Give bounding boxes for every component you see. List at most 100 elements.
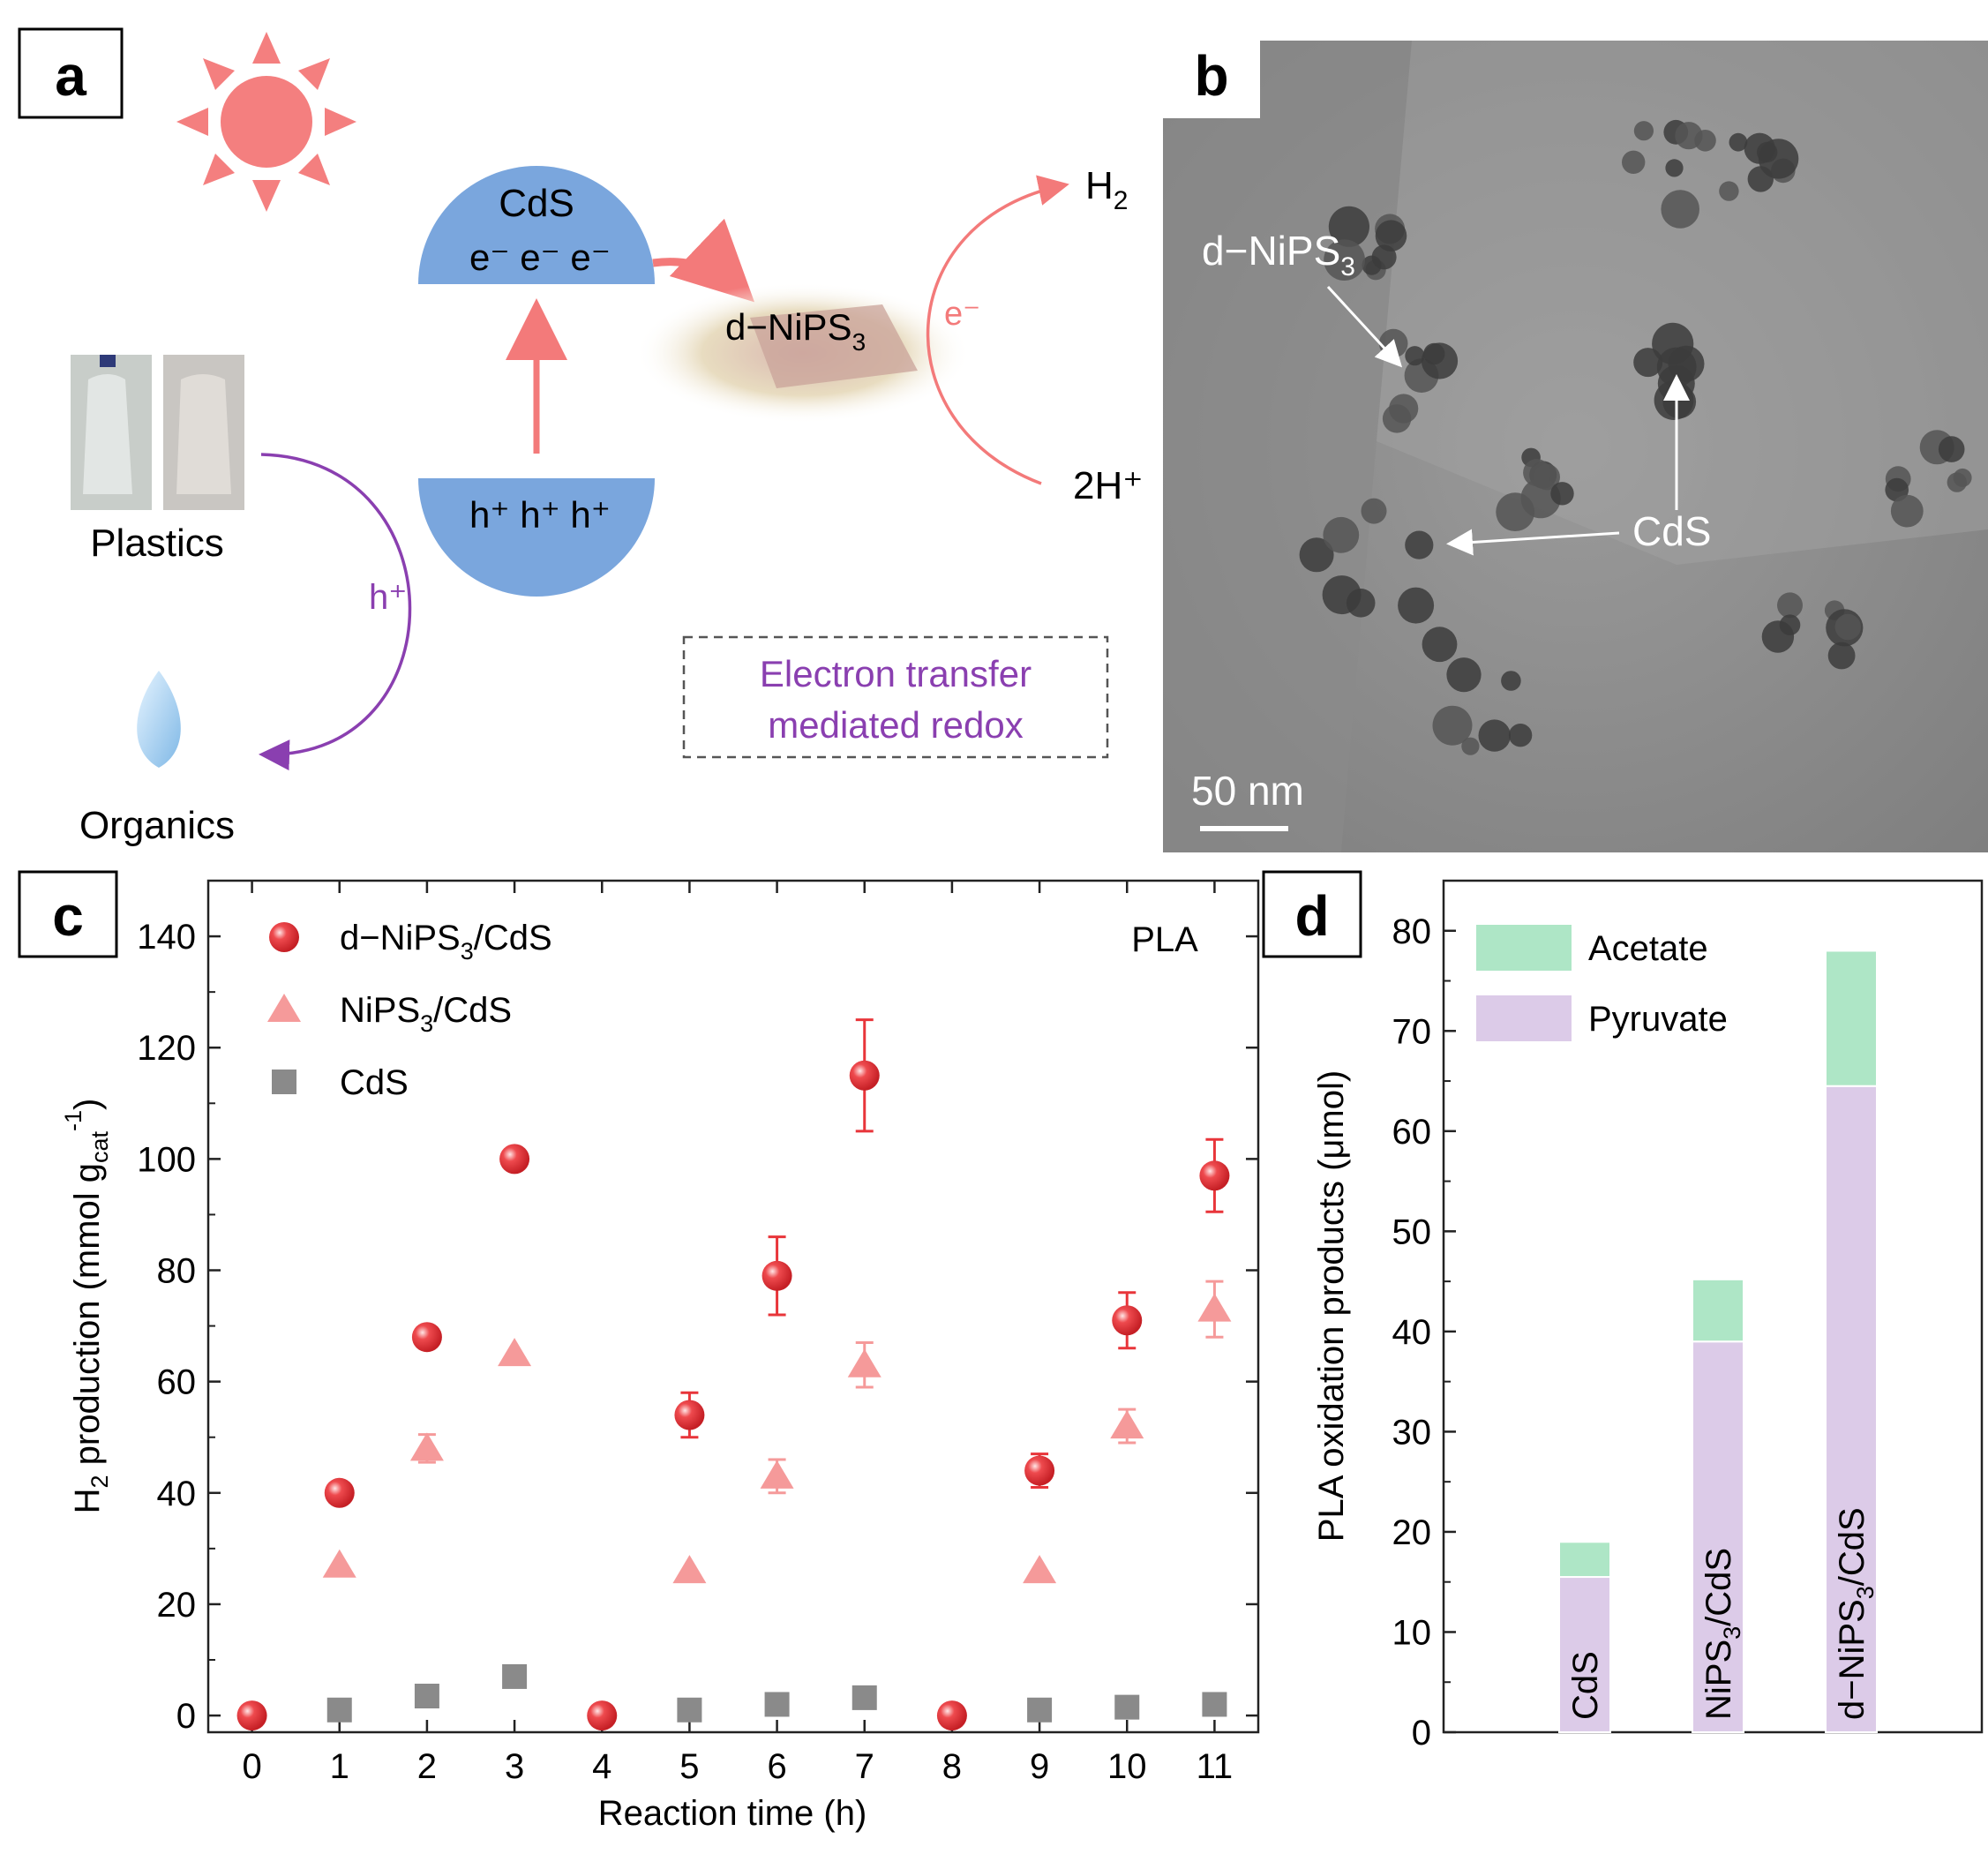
electron-transfer-arrow (652, 218, 755, 303)
organics-label: Organics (79, 804, 235, 847)
bar-category-label: d−NiPS3/CdS (1833, 1507, 1879, 1720)
bar-category-label: CdS (1566, 1651, 1605, 1720)
data-point-triangle (267, 994, 301, 1022)
conduction-band-shape (418, 166, 655, 284)
h2-evolution-arc (926, 175, 1069, 485)
data-point-square (502, 1663, 528, 1689)
cds-particle (1534, 463, 1560, 491)
y-tick-label: 80 (1392, 912, 1432, 951)
cds-particle (1729, 132, 1748, 152)
data-point-circle (269, 922, 299, 952)
redox-box (682, 635, 1109, 759)
x-tick-label: 5 (679, 1747, 699, 1786)
bar-segment-pyruvate (1825, 1085, 1878, 1734)
panel-c-letter-box (18, 870, 118, 958)
panel-c-x-axis-label: Reaction time (h) (598, 1794, 867, 1833)
cds-particle (1675, 122, 1703, 150)
data-point-square (414, 1684, 439, 1709)
tem-nips-label: d−NiPS3 (1202, 228, 1355, 281)
panel-b-letter: b (1194, 44, 1228, 108)
data-point-square (764, 1692, 790, 1717)
plastics-label: Plastics (90, 522, 224, 565)
valence-band-shape (418, 478, 655, 597)
y-tick-label: 40 (1392, 1313, 1432, 1352)
cds-particle (1827, 642, 1856, 670)
panel-d-letter: d (1294, 884, 1329, 948)
hole-arrow-label: h⁺ (369, 578, 407, 617)
cds-particle (1322, 575, 1362, 615)
tem-cds-arrow-left (1446, 529, 1620, 556)
x-tick-label: 0 (242, 1747, 261, 1786)
y-tick-label: 80 (157, 1252, 197, 1291)
panel-d-legend: Acetate Pyruvate (1476, 925, 1728, 1041)
x-tick-label: 7 (855, 1747, 874, 1786)
data-point-triangle (322, 1549, 356, 1578)
tem-cds-label: CdS (1632, 508, 1711, 554)
data-point-triangle (672, 1555, 707, 1584)
panel-d-axes: 0 10 20 30 40 50 60 70 80 (1392, 912, 1456, 1753)
cds-particle (1324, 239, 1365, 281)
tem-nips-arrow (1326, 285, 1403, 368)
bar-category-label: NiPS3/CdS (1699, 1548, 1745, 1720)
organics-droplet-icon (137, 671, 181, 768)
x-tick-label: 1 (330, 1747, 349, 1786)
legend-swatch (1476, 995, 1572, 1041)
cds-particle (1478, 719, 1511, 752)
data-point-circle (324, 1477, 355, 1508)
cds-particle (1378, 328, 1408, 358)
scale-bar-label: 50 nm (1191, 768, 1304, 814)
data-point-square (1027, 1697, 1053, 1723)
data-point-square (326, 1697, 352, 1723)
cds-particle (1662, 385, 1697, 419)
panel-c: 0 20 40 60 80 100 120 140 0 1 2 3 4 5 6 7 8 9 10 11 H2 prod… (18, 870, 1260, 1833)
data-point-circle (411, 1322, 442, 1353)
panel-b: b d−NiPS3 CdS 50 nm (1163, 41, 1988, 852)
legend-label: Pyruvate (1588, 1000, 1728, 1039)
x-tick-label: 2 (417, 1747, 437, 1786)
y-tick-label: 0 (176, 1697, 196, 1736)
panel-d-letter-box (1262, 870, 1362, 958)
y-tick-label: 10 (1392, 1613, 1432, 1652)
proton-label: 2H⁺ (1073, 464, 1143, 507)
panel-d-y-axis-label: PLA oxidation products (μmol) (1312, 1070, 1351, 1542)
data-point-triangle (760, 1460, 794, 1489)
cds-particle (1719, 181, 1739, 201)
data-point-triangle (1110, 1410, 1144, 1439)
x-tick-label: 11 (1197, 1747, 1234, 1786)
panel-c-y-axis-label: H2 production (mmol gcat-1) (60, 1099, 113, 1514)
holes-label: h⁺ h⁺ h⁺ (469, 494, 611, 536)
scale-bar (1200, 826, 1288, 831)
cocatalyst-label: d−NiPS3 (725, 306, 866, 356)
cds-particle (1890, 494, 1924, 528)
data-point-circle (1024, 1455, 1055, 1486)
data-point-triangle (409, 1432, 444, 1461)
tem-sheet-region (1377, 41, 1988, 565)
cds-particle (1758, 139, 1799, 179)
cds-particle (1834, 613, 1861, 641)
x-tick-label: 6 (767, 1747, 786, 1786)
cds-particle (1496, 492, 1535, 531)
panel-c-annotation: PLA (1131, 920, 1198, 959)
cds-top-label: CdS (499, 182, 574, 225)
data-point-circle (936, 1700, 967, 1731)
data-point-square (677, 1697, 702, 1723)
legend-label: CdS (340, 1063, 409, 1102)
cds-particle (1432, 705, 1473, 746)
sun-icon (176, 32, 356, 212)
panel-a-letter: a (55, 44, 86, 108)
legend-label: d−NiPS3/CdS (340, 919, 552, 965)
cds-particle (1389, 394, 1419, 424)
panel-d-bars: CdS NiPS3/CdS d−NiPS3/CdS (1558, 950, 1879, 1734)
data-point-square (1202, 1692, 1227, 1717)
x-tick-label: 8 (942, 1747, 962, 1786)
data-point-square (272, 1070, 296, 1094)
box-line-1: Electron transfer (760, 653, 1032, 694)
data-point-square (1114, 1694, 1140, 1720)
panel-c-frame (206, 879, 1260, 1734)
data-point-triangle (498, 1338, 532, 1367)
cds-particle (1661, 190, 1699, 229)
panel-c-marks (236, 1018, 1232, 1731)
data-point-triangle (1023, 1555, 1057, 1584)
panel-c-axes: 0 20 40 60 80 100 120 140 0 1 2 3 4 5 6 7 8 9 10 11 (137, 881, 1258, 1786)
bar-segment-pyruvate (1558, 1576, 1611, 1733)
